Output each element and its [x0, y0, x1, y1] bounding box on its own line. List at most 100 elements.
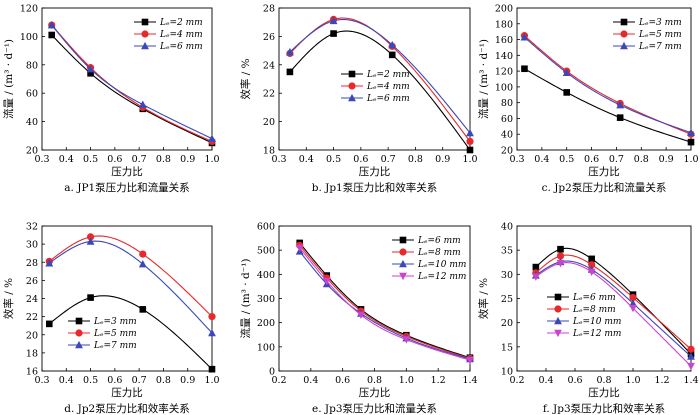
series-line	[51, 34, 213, 144]
plot-frame	[278, 7, 471, 151]
legend-label: Lₑ=2 mm	[159, 18, 203, 28]
legend-label: Lₑ=10 mm	[417, 260, 466, 270]
x-tick-label: 0.5	[559, 154, 574, 165]
data-point	[295, 244, 304, 252]
x-tick-label: 0.6	[107, 154, 122, 165]
legend-label: Lₑ=12 mm	[572, 329, 621, 339]
legend-label: Lₑ=8 mm	[417, 248, 461, 258]
y-tick-label: 32	[26, 222, 38, 233]
data-point	[139, 250, 147, 258]
legend-marker	[348, 70, 356, 78]
legend: Lₑ=2 mm Lₑ=4 mm Lₑ=6 mm	[341, 70, 410, 104]
data-point	[402, 336, 411, 344]
data-point	[629, 299, 637, 307]
x-tick-label: 0.7	[381, 154, 396, 165]
series-line	[524, 36, 692, 134]
data-point	[139, 306, 147, 313]
x-tick-label: 0.8	[367, 375, 382, 386]
x-axis-label: 压力比	[111, 165, 143, 178]
panel-caption: d. Jp2泵压力比和效率关系	[64, 402, 190, 415]
chart-panel-e: 0.2 0.4 0.6 0.8 1.0 1.2 1.4 0 100 200 300 400 500 600…	[239, 222, 478, 415]
legend-marker	[399, 272, 407, 281]
x-tick-label: 0.2	[271, 375, 286, 386]
data-point	[466, 356, 474, 365]
series-3	[47, 20, 216, 142]
series-line	[289, 30, 471, 151]
x-tick-label: 0.6	[584, 154, 599, 165]
x-tick-label: 0.6	[335, 375, 350, 386]
data-point	[208, 313, 216, 321]
series-4	[295, 244, 474, 365]
y-tick-label: 20	[263, 117, 275, 128]
data-point	[563, 89, 571, 96]
series-3	[45, 237, 216, 337]
series-line	[289, 18, 471, 134]
x-tick-label: 0.5	[83, 154, 98, 165]
x-tick-label: 0.9	[659, 154, 674, 165]
y-tick-label: 26	[263, 32, 275, 43]
legend: Lₑ=6 mm Lₑ=8 mm Lₑ=10 mm Lₑ=12 mm	[392, 236, 466, 282]
x-tick-label: 0.5	[326, 154, 341, 165]
y-axis-label: 效率 / %	[239, 58, 252, 99]
y-tick-label: 25	[501, 294, 513, 305]
chart-panel-f: 0.2 0.4 0.6 0.8 1.0 1.2 1.4 10 15 20 25 30 35 40 压力比 效率…	[477, 222, 699, 415]
x-tick-label: 1.2	[654, 375, 669, 386]
data-point	[687, 138, 695, 146]
y-tick-label: 20	[26, 330, 38, 341]
data-point	[532, 263, 540, 271]
data-point	[45, 320, 53, 328]
legend-marker	[554, 316, 562, 325]
y-tick-label: 80	[26, 60, 38, 71]
data-point	[388, 51, 396, 59]
legend-marker	[141, 41, 149, 50]
x-tick-label: 0.8	[156, 154, 171, 165]
data-point	[616, 100, 625, 109]
data-point	[388, 40, 397, 49]
data-point	[687, 128, 695, 136]
legend-marker	[348, 82, 356, 90]
y-tick-label: 40	[26, 117, 38, 128]
x-tick-label: 0.7	[132, 375, 147, 386]
data-point	[45, 259, 54, 267]
y-tick-label: 60	[501, 114, 513, 125]
y-tick-label: 80	[501, 98, 513, 109]
legend-marker	[75, 340, 83, 349]
x-tick-label: 0.9	[180, 154, 195, 165]
y-tick-label: 18	[263, 146, 275, 157]
data-point	[208, 328, 216, 337]
series-line	[51, 24, 213, 140]
series-3	[520, 33, 695, 136]
x-tick-label: 0.7	[609, 154, 624, 165]
y-tick-label: 200	[495, 4, 513, 15]
y-tick-label: 35	[501, 246, 513, 257]
series-3	[286, 16, 474, 137]
panel-caption: c. Jp2泵压力比和流量关系	[542, 181, 667, 194]
legend-label: Lₑ=3 mm	[93, 317, 137, 327]
legend-marker	[620, 41, 628, 50]
x-tick-label: 0.8	[596, 375, 611, 386]
legend-marker	[75, 317, 83, 325]
data-point	[47, 20, 56, 29]
series-line	[48, 295, 213, 370]
y-tick-label: 180	[495, 19, 513, 30]
data-point	[48, 31, 56, 39]
y-axis-label: 流量 / (m³ · d⁻¹)	[239, 258, 252, 338]
data-point	[616, 114, 624, 121]
data-point	[208, 365, 216, 373]
x-tick-label: 0.8	[156, 375, 171, 386]
y-tick-label: 100	[20, 32, 38, 43]
y-tick-label: 26	[26, 276, 38, 287]
y-tick-label: 16	[26, 367, 38, 378]
y-tick-label: 200	[257, 318, 275, 329]
y-tick-label: 100	[257, 342, 275, 353]
data-point	[87, 294, 94, 301]
data-point	[588, 261, 596, 269]
x-axis-label: 压力比	[359, 386, 391, 399]
legend-label: Lₑ=6 mm	[417, 236, 461, 246]
x-tick-label: 0.3	[34, 154, 49, 165]
y-tick-label: 22	[263, 89, 275, 100]
legend-label: Lₑ=10 mm	[572, 317, 621, 327]
legend-label: Lₑ=12 mm	[417, 272, 466, 282]
x-tick-label: 0.9	[180, 375, 195, 386]
